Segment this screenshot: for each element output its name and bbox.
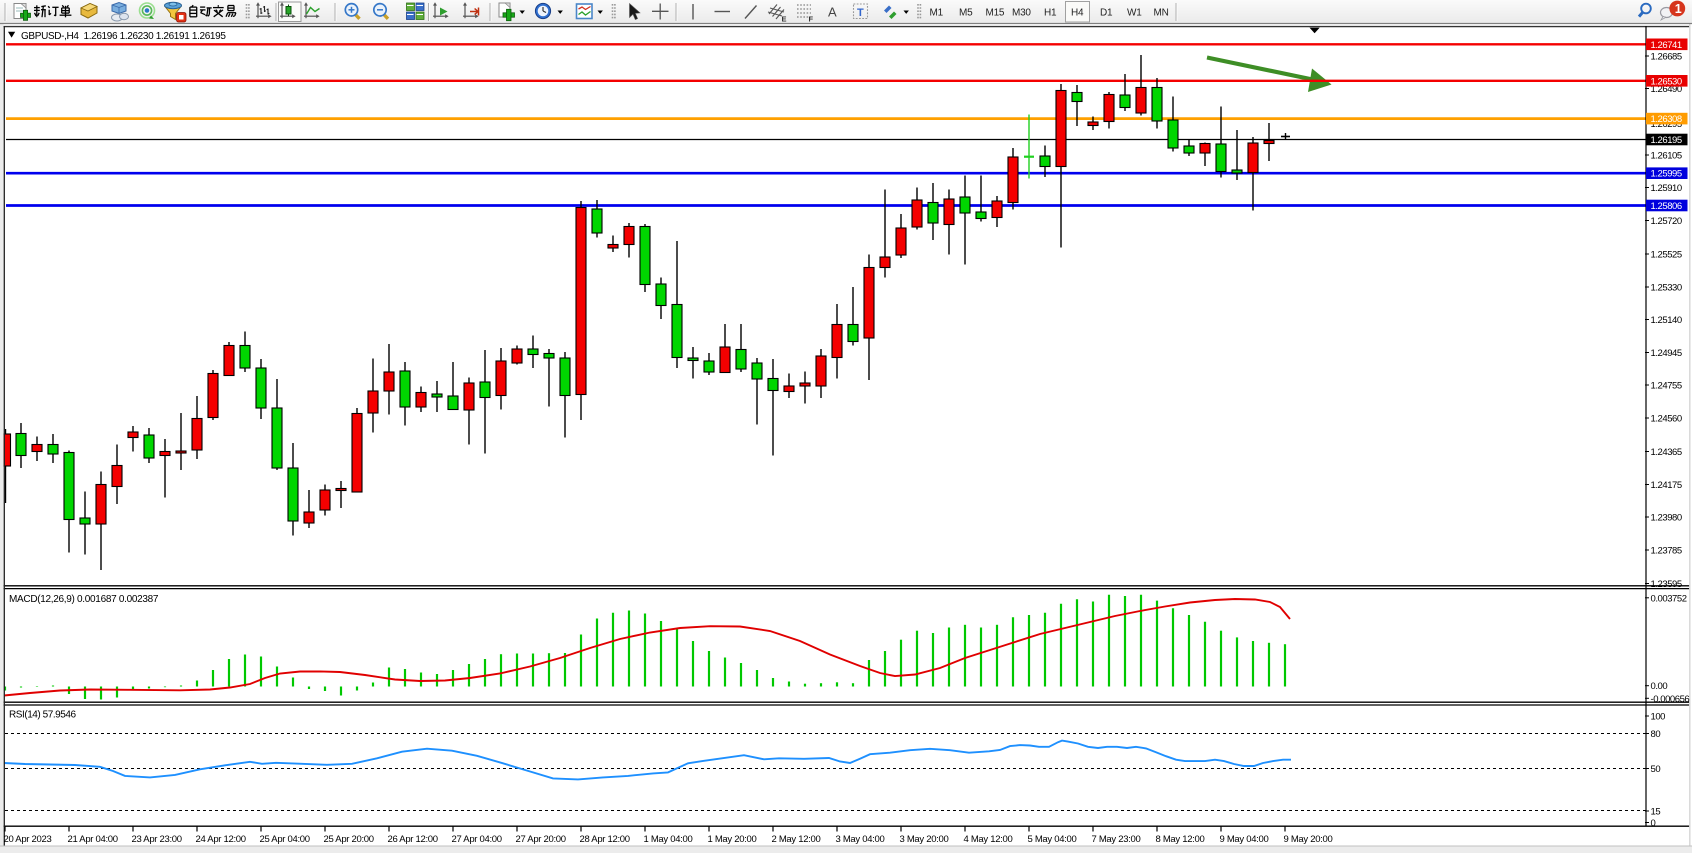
svg-text:E: E xyxy=(782,15,787,24)
svg-text:1: 1 xyxy=(1675,2,1682,16)
svg-text:1.25525: 1.25525 xyxy=(1651,250,1682,261)
svg-text:21 Apr 04:00: 21 Apr 04:00 xyxy=(68,834,118,845)
svg-text:1.26105: 1.26105 xyxy=(1651,151,1682,162)
svg-text:1.25330: 1.25330 xyxy=(1651,283,1682,294)
svg-text:0.003752: 0.003752 xyxy=(1651,593,1687,604)
svg-text:1.25140: 1.25140 xyxy=(1651,315,1682,326)
svg-text:MN: MN xyxy=(1154,8,1169,19)
svg-text:M30: M30 xyxy=(1012,8,1031,19)
svg-text:F: F xyxy=(809,15,814,24)
svg-text:20 Apr 2023: 20 Apr 2023 xyxy=(4,834,52,845)
svg-text:1.25995: 1.25995 xyxy=(1651,169,1682,180)
svg-text:H4: H4 xyxy=(1071,8,1084,19)
svg-text:5 May 04:00: 5 May 04:00 xyxy=(1028,834,1077,845)
svg-text:3 May 04:00: 3 May 04:00 xyxy=(836,834,885,845)
svg-text:25 Apr 20:00: 25 Apr 20:00 xyxy=(324,834,374,845)
svg-text:1.26308: 1.26308 xyxy=(1651,114,1682,125)
svg-text:8 May 12:00: 8 May 12:00 xyxy=(1156,834,1205,845)
svg-text:1.24755: 1.24755 xyxy=(1651,381,1682,392)
svg-text:1.25806: 1.25806 xyxy=(1651,201,1682,212)
svg-text:1.23595: 1.23595 xyxy=(1651,579,1682,590)
svg-text:T: T xyxy=(857,7,864,19)
svg-text:1.26295: 1.26295 xyxy=(1651,119,1682,130)
svg-text:0.00: 0.00 xyxy=(1651,681,1668,692)
svg-text:1.25720: 1.25720 xyxy=(1651,216,1682,227)
svg-text:4 May 12:00: 4 May 12:00 xyxy=(964,834,1013,845)
svg-text:1.24365: 1.24365 xyxy=(1651,447,1682,458)
svg-text:24 Apr 12:00: 24 Apr 12:00 xyxy=(196,834,246,845)
svg-text:0: 0 xyxy=(1651,818,1656,829)
svg-text:1.26685: 1.26685 xyxy=(1651,52,1682,63)
svg-text:28 Apr 12:00: 28 Apr 12:00 xyxy=(580,834,630,845)
svg-text:A: A xyxy=(828,5,837,20)
svg-text:2 May 12:00: 2 May 12:00 xyxy=(772,834,821,845)
svg-text:7 May 23:00: 7 May 23:00 xyxy=(1092,834,1141,845)
svg-text:1.25910: 1.25910 xyxy=(1651,183,1682,194)
svg-text:W1: W1 xyxy=(1127,8,1142,19)
svg-text:-0.000656: -0.000656 xyxy=(1651,694,1690,705)
svg-text:1.23785: 1.23785 xyxy=(1651,546,1682,557)
svg-text:D1: D1 xyxy=(1100,8,1113,19)
svg-text:M1: M1 xyxy=(930,8,944,19)
svg-text:RSI(14) 57.9546: RSI(14) 57.9546 xyxy=(9,710,77,721)
svg-text:1.26195: 1.26195 xyxy=(1651,135,1682,146)
svg-text:MACD(12,26,9) 0.001687 0.00238: MACD(12,26,9) 0.001687 0.002387 xyxy=(9,594,159,605)
svg-text:23 Apr 23:00: 23 Apr 23:00 xyxy=(132,834,182,845)
svg-text:80: 80 xyxy=(1651,729,1661,740)
svg-text:M5: M5 xyxy=(959,8,973,19)
svg-text:9 May 04:00: 9 May 04:00 xyxy=(1220,834,1269,845)
svg-text:26 Apr 12:00: 26 Apr 12:00 xyxy=(388,834,438,845)
svg-text:1 May 04:00: 1 May 04:00 xyxy=(644,834,693,845)
svg-text:1.24175: 1.24175 xyxy=(1651,480,1682,491)
svg-text:100: 100 xyxy=(1651,712,1666,723)
svg-text:GBPUSD-,H4 1.26196 1.26230 1.: GBPUSD-,H4 1.26196 1.26230 1.26191 1.261… xyxy=(21,31,226,42)
svg-text:1.26530: 1.26530 xyxy=(1651,76,1682,87)
svg-text:1.26490: 1.26490 xyxy=(1651,84,1682,95)
svg-text:27 Apr 04:00: 27 Apr 04:00 xyxy=(452,834,502,845)
svg-text:1.23980: 1.23980 xyxy=(1651,513,1682,524)
svg-text:25 Apr 04:00: 25 Apr 04:00 xyxy=(260,834,310,845)
svg-text:50: 50 xyxy=(1651,764,1661,775)
svg-text:27 Apr 20:00: 27 Apr 20:00 xyxy=(516,834,566,845)
svg-text:3 May 20:00: 3 May 20:00 xyxy=(900,834,949,845)
svg-text:1.24560: 1.24560 xyxy=(1651,414,1682,425)
svg-text:1.24945: 1.24945 xyxy=(1651,348,1682,359)
svg-text:M15: M15 xyxy=(986,8,1005,19)
svg-text:9 May 20:00: 9 May 20:00 xyxy=(1284,834,1333,845)
svg-text:1 May 20:00: 1 May 20:00 xyxy=(708,834,757,845)
svg-text:1.26741: 1.26741 xyxy=(1651,40,1682,51)
svg-text:H1: H1 xyxy=(1044,8,1057,19)
svg-text:15: 15 xyxy=(1651,807,1661,818)
